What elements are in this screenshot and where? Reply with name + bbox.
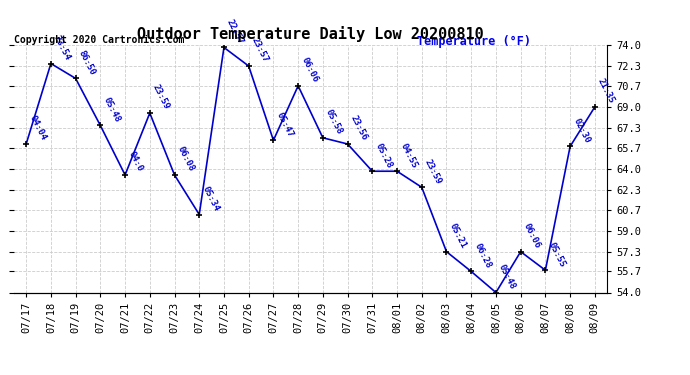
Text: 04:55: 04:55: [398, 141, 419, 170]
Text: 05:48: 05:48: [101, 96, 122, 124]
Text: 22:57: 22:57: [225, 18, 246, 46]
Text: 23:57: 23:57: [250, 36, 270, 64]
Text: 06:28: 06:28: [473, 242, 493, 270]
Text: 06:06: 06:06: [299, 56, 319, 84]
Text: Copyright 2020 Cartronics.com: Copyright 2020 Cartronics.com: [14, 35, 184, 45]
Title: Outdoor Temperature Daily Low 20200810: Outdoor Temperature Daily Low 20200810: [137, 27, 484, 42]
Text: 05:28: 05:28: [373, 141, 394, 170]
Text: 86:50: 86:50: [77, 48, 97, 76]
Text: 05:34: 05:34: [201, 184, 221, 213]
Text: 05:48: 05:48: [497, 262, 518, 291]
Text: 05:21: 05:21: [448, 222, 468, 250]
Text: 06:08: 06:08: [176, 145, 196, 173]
Text: 23:54: 23:54: [52, 34, 72, 62]
Text: 21:35: 21:35: [596, 77, 616, 105]
Text: 05:47: 05:47: [275, 110, 295, 138]
Text: 05:55: 05:55: [546, 240, 567, 268]
Text: Temperature (°F): Temperature (°F): [417, 35, 531, 48]
Text: 23:56: 23:56: [349, 114, 369, 142]
Text: 04:0: 04:0: [126, 150, 144, 173]
Text: 05:58: 05:58: [324, 108, 344, 136]
Text: 02:30: 02:30: [571, 117, 591, 145]
Text: 23:59: 23:59: [423, 158, 443, 186]
Text: 23:59: 23:59: [151, 83, 171, 111]
Text: 04:04: 04:04: [28, 114, 48, 142]
Text: 06:06: 06:06: [522, 222, 542, 250]
